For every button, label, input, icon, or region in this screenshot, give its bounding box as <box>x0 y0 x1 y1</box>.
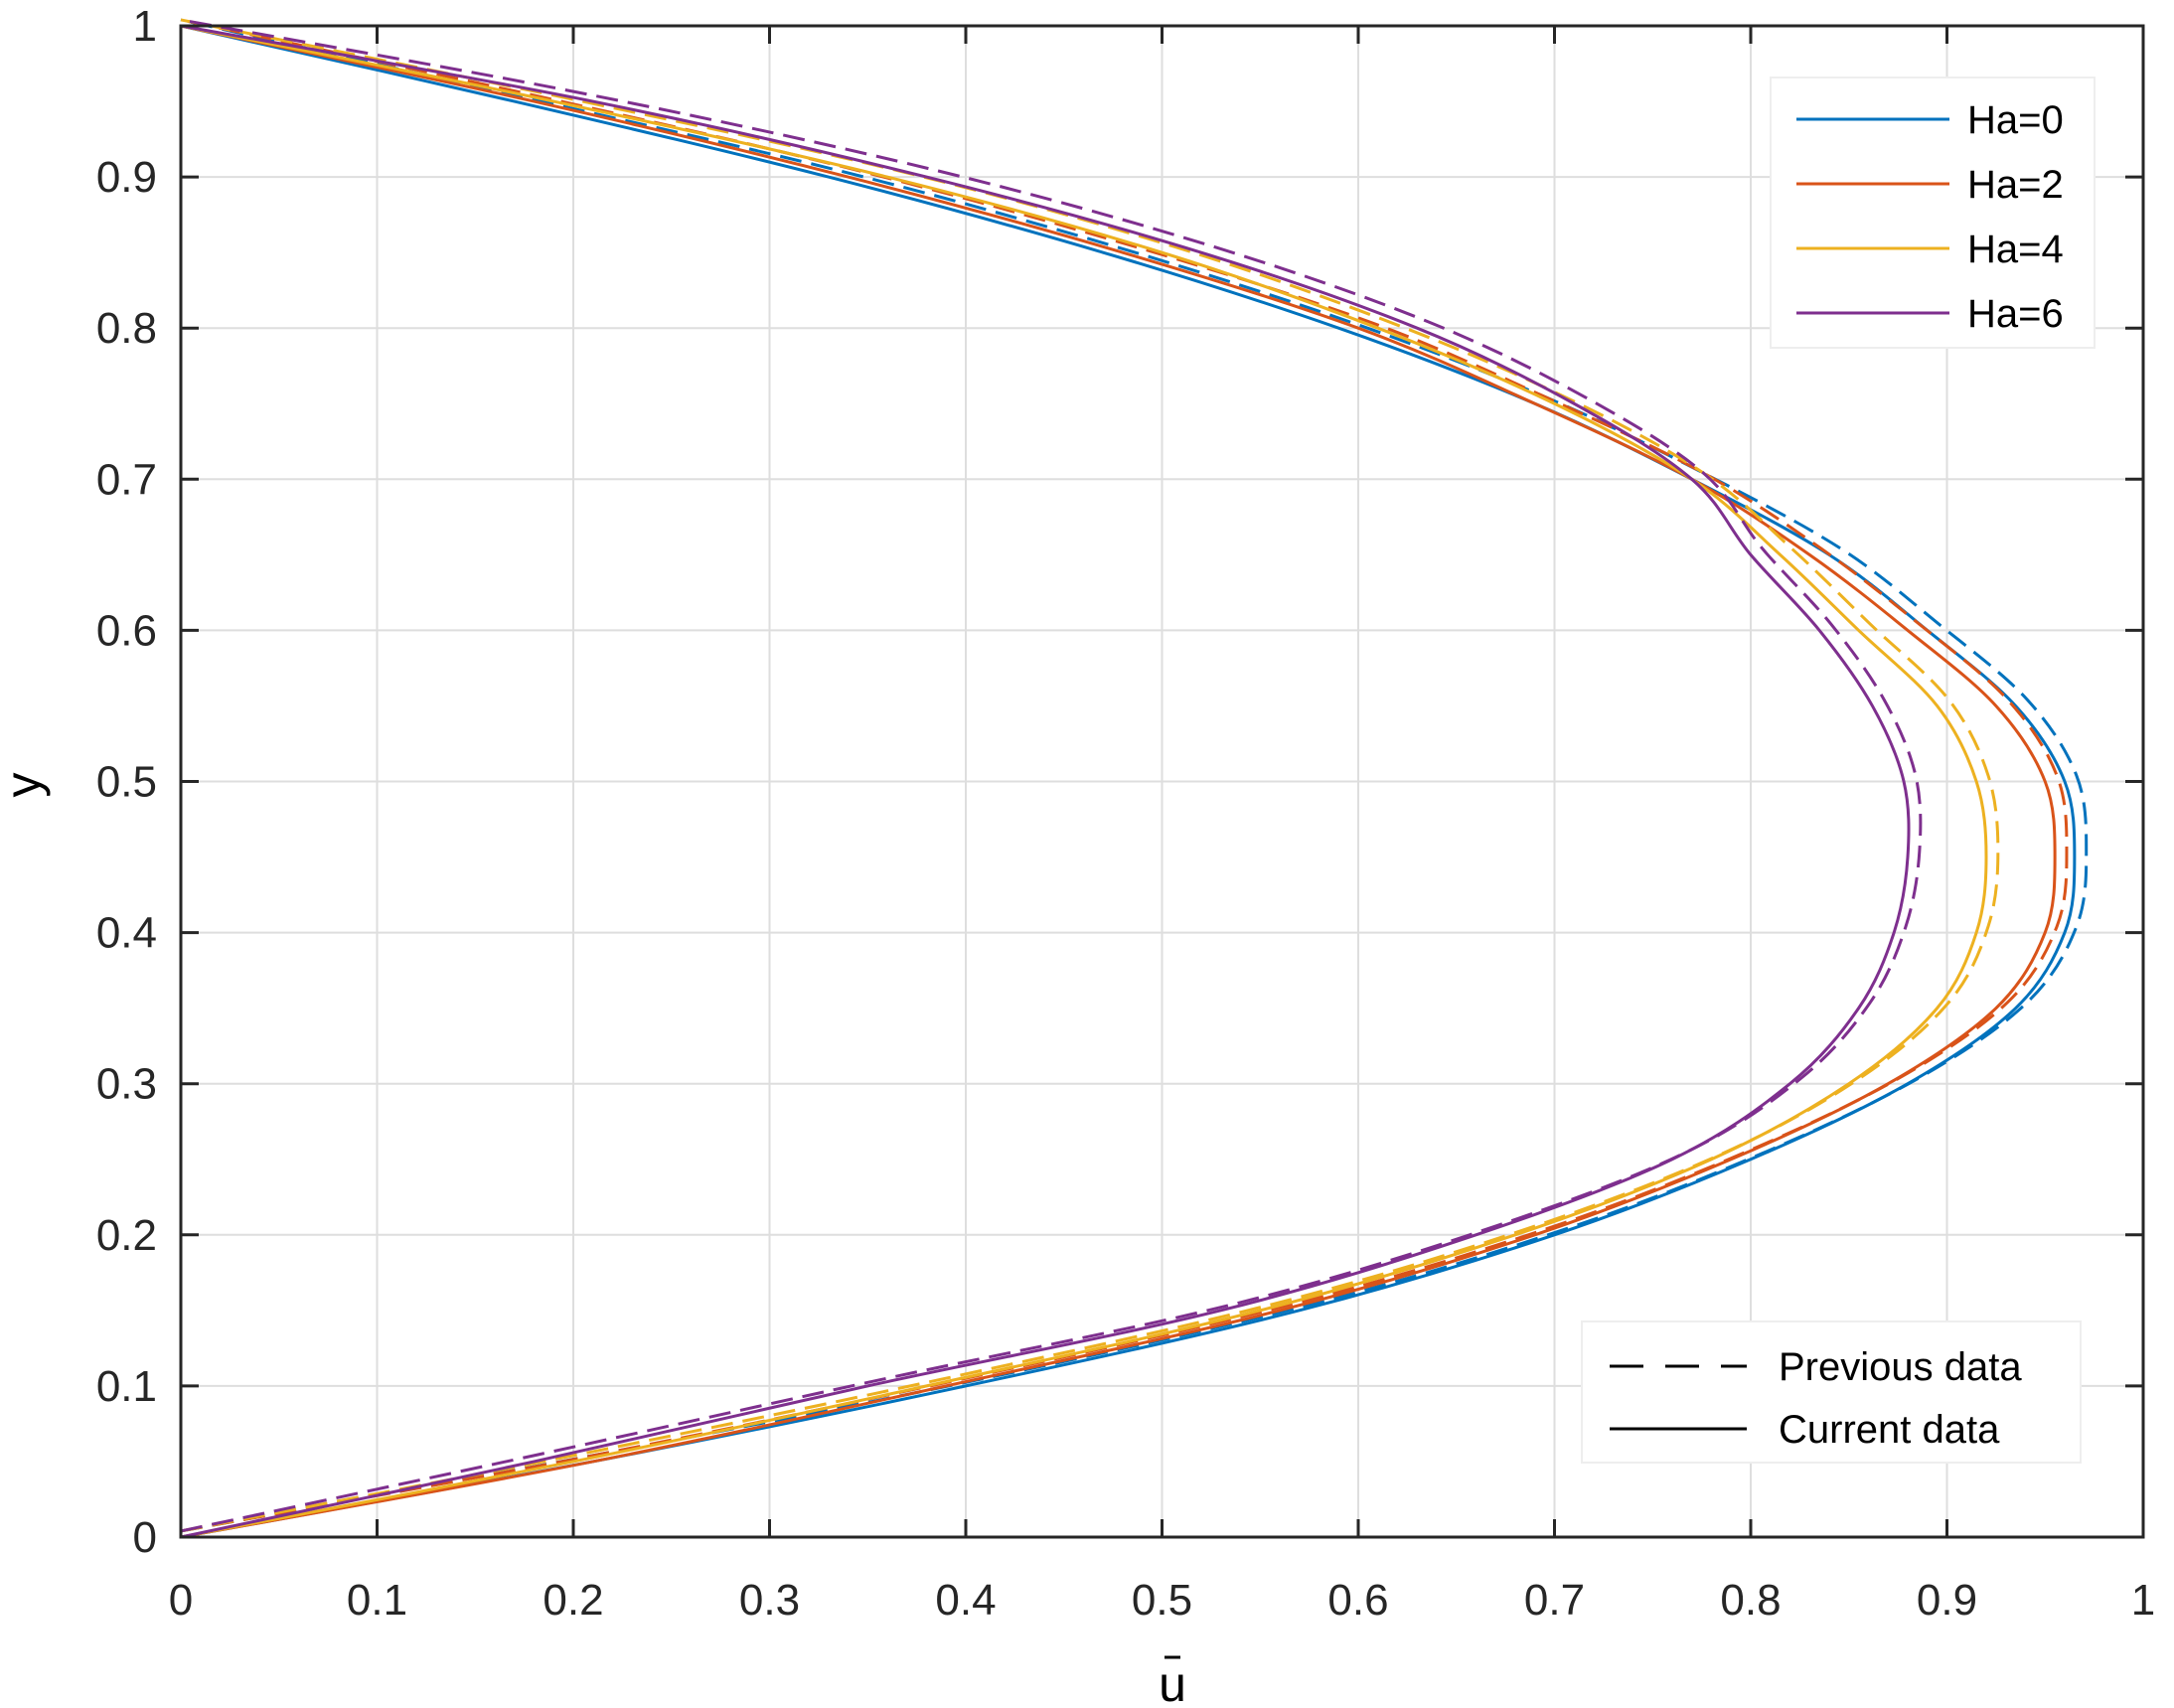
y-tick-label: 0.5 <box>96 758 157 807</box>
legend-label: Ha=4 <box>1967 228 2064 271</box>
y-tick-label: 0.6 <box>96 606 157 655</box>
svg-text:u: u <box>1159 1656 1186 1708</box>
axis-ticks <box>179 24 2145 1539</box>
y-tick-label: 1 <box>133 2 157 51</box>
series-legend: Ha=0 Ha=2 Ha=4 Ha=6 <box>1770 77 2096 349</box>
data-curves <box>180 18 2089 1539</box>
current-data-curve <box>180 24 2057 1539</box>
current-data-curve <box>180 24 1988 1539</box>
x-tick-label: 0 <box>169 1576 193 1625</box>
y-tick-label: 0.9 <box>96 153 157 202</box>
current-data-curve <box>180 24 1911 1539</box>
x-tick-label: 0.6 <box>1327 1576 1388 1625</box>
y-tick-label: 0.7 <box>96 455 157 504</box>
y-tick-label: 0.4 <box>96 909 157 958</box>
legend-label: Current data <box>1779 1408 2000 1452</box>
line-style-legend: Previous data Current data <box>1581 1320 2082 1464</box>
x-tick-label: 0.5 <box>1132 1576 1192 1625</box>
x-tick-label: 0.2 <box>543 1576 603 1625</box>
y-tick-label: 0.1 <box>96 1362 157 1411</box>
y-tick-label: 0.2 <box>96 1211 157 1260</box>
y-tick-labels: 0 0.1 0.2 0.3 0.4 0.5 0.6 0.7 0.8 0.9 1 <box>96 2 157 1562</box>
x-tick-label: 1 <box>2131 1576 2155 1625</box>
x-tick-label: 0.9 <box>1917 1576 1977 1625</box>
svg-text:y: y <box>0 773 51 798</box>
x-tick-labels: 0 0.1 0.2 0.3 0.4 0.5 0.6 0.7 0.8 0.9 1 <box>169 1576 2155 1625</box>
legend-label: Ha=0 <box>1967 98 2064 142</box>
y-axis-label: y <box>0 773 51 798</box>
y-tick-label: 0 <box>133 1513 157 1562</box>
previous-data-curve <box>180 18 1923 1533</box>
x-tick-label: 0.7 <box>1524 1576 1585 1625</box>
current-data-curve <box>180 24 2077 1539</box>
previous-data-curve <box>180 18 2089 1533</box>
y-tick-label: 0.8 <box>96 304 157 353</box>
x-axis-label: u <box>1159 1655 1186 1708</box>
legend-label: Previous data <box>1779 1345 2022 1389</box>
previous-data-curve <box>180 18 2000 1533</box>
x-tick-label: 0.3 <box>739 1576 800 1625</box>
x-tick-label: 0.4 <box>935 1576 996 1625</box>
y-tick-label: 0.3 <box>96 1060 157 1109</box>
x-tick-label: 0.8 <box>1720 1576 1781 1625</box>
x-tick-label: 0.1 <box>347 1576 407 1625</box>
legend-label: Ha=6 <box>1967 292 2064 336</box>
legend-label: Ha=2 <box>1967 163 2064 207</box>
